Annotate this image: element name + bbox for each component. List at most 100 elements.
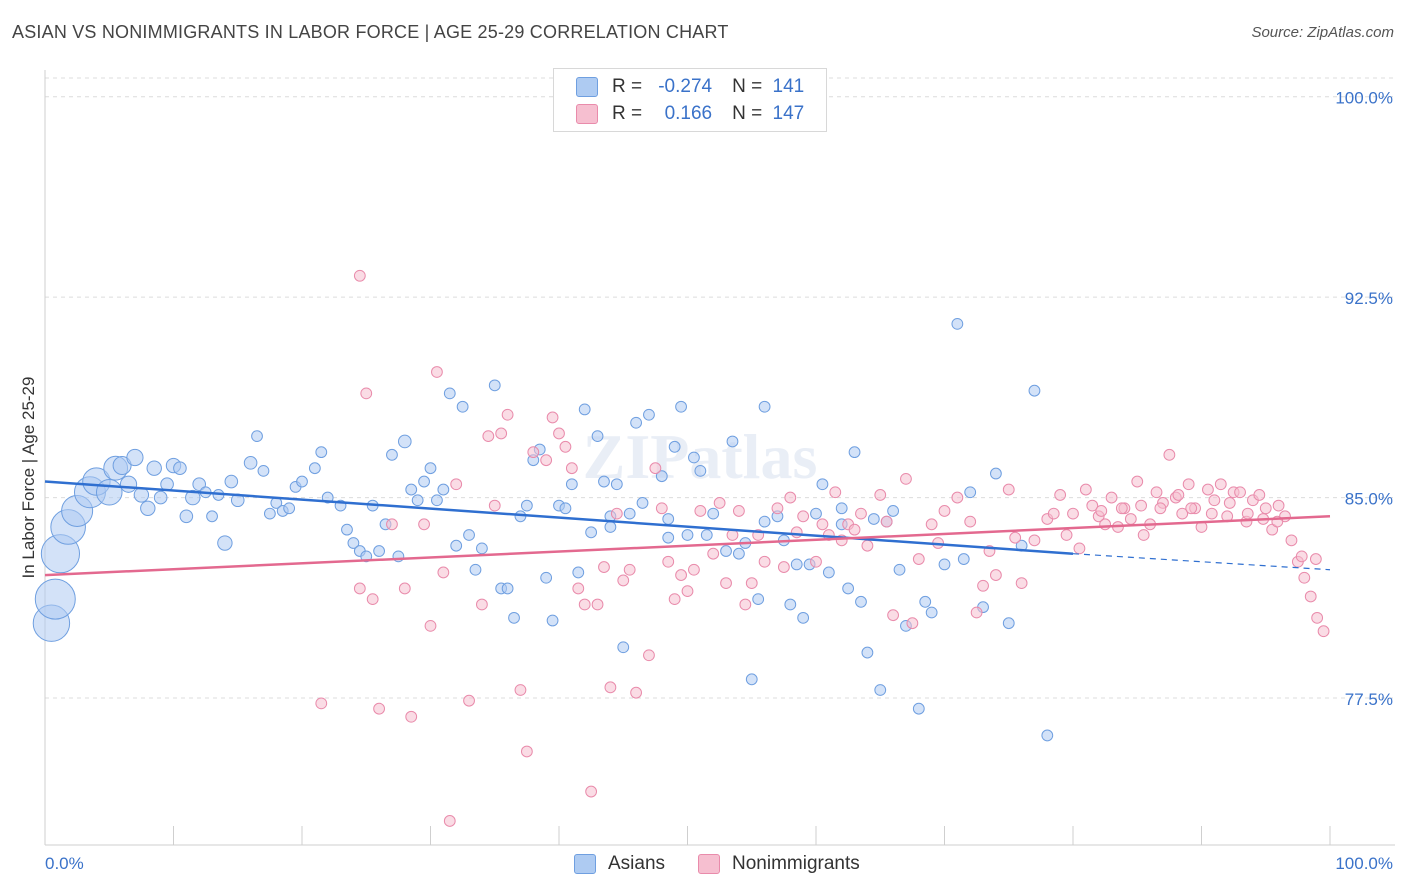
nonimmigrant-point xyxy=(630,686,642,699)
asian-point xyxy=(893,563,906,576)
legend-row-nonimmigrants: R = 0.166 N = 147 xyxy=(576,102,804,126)
nonimmigrant-point xyxy=(1135,499,1148,512)
asian-point xyxy=(456,400,469,413)
nonimmigrant-point xyxy=(1234,486,1246,499)
nonimmigrant-point xyxy=(1182,478,1195,491)
nonimmigrant-point xyxy=(1304,590,1317,603)
asian-point xyxy=(95,478,123,506)
nonimmigrant-point xyxy=(360,387,373,400)
correlation-legend: R = -0.274 N = 141 R = 0.166 N = 147 xyxy=(553,68,827,132)
nonimmigrant-point xyxy=(598,561,610,573)
source-label: Source: ZipAtlas.com xyxy=(1251,24,1394,41)
nonimmigrant-point xyxy=(488,499,501,512)
asian-point xyxy=(707,507,720,520)
asian-point xyxy=(508,611,520,624)
asian-point xyxy=(1041,729,1054,742)
nonimmigrant-point xyxy=(707,547,720,560)
y-tick-label: 100.0% xyxy=(1335,89,1393,108)
asian-point xyxy=(867,513,880,525)
nonimmigrant-point xyxy=(1105,491,1118,504)
nonimmigrant-point xyxy=(495,427,508,440)
n-label: N = xyxy=(732,76,763,97)
asian-point xyxy=(450,539,463,552)
nonimmigrant-point xyxy=(1131,475,1144,488)
asian-point xyxy=(617,641,630,654)
asian-point xyxy=(855,595,867,608)
nonimmigrant-point xyxy=(1241,507,1254,520)
asian-point xyxy=(604,521,617,533)
nonimmigrant-point xyxy=(1223,497,1236,509)
nonimmigrant-point xyxy=(1047,507,1060,520)
asian-point xyxy=(243,456,258,470)
nonimmigrant-point xyxy=(1317,625,1330,638)
asian-point xyxy=(418,475,430,488)
nonimmigrant-point xyxy=(527,446,540,459)
nonimmigrant-point xyxy=(501,408,514,421)
nonimmigrant-point xyxy=(880,515,893,528)
asian-point xyxy=(662,531,675,544)
asian-point xyxy=(463,529,475,541)
nonimmigrant-point xyxy=(1298,571,1311,584)
asian-point xyxy=(405,483,418,496)
asian-point xyxy=(912,702,925,715)
chart-title: ASIAN VS NONIMMIGRANTS IN LABOR FORCE | … xyxy=(12,22,729,42)
nonimmigrant-point xyxy=(713,497,726,509)
asian-trend-line xyxy=(44,480,1074,555)
nonimmigrant-point xyxy=(662,555,675,568)
nonimmigrant-point xyxy=(540,454,553,467)
nonimmigrant-point xyxy=(649,462,662,475)
nonimmigrant-point xyxy=(694,505,707,517)
asian-point xyxy=(848,446,861,459)
asian-point xyxy=(283,502,296,515)
r-value: -0.274 xyxy=(658,76,713,97)
asian-point xyxy=(938,558,951,571)
asian-point xyxy=(443,387,456,400)
nonimmigrant-point xyxy=(643,649,655,662)
asian-point xyxy=(565,478,578,491)
nonimmigrant-point xyxy=(482,430,495,443)
asian-point xyxy=(217,535,233,551)
nonimmigrant-point xyxy=(733,505,745,517)
nonimmigrant-point xyxy=(553,427,565,440)
nonimmigrant-point xyxy=(1185,502,1198,515)
asian-point xyxy=(585,526,598,539)
asian-point xyxy=(308,462,321,475)
series-legend: Asians Nonimmigrants xyxy=(0,851,1406,877)
asian-point xyxy=(347,537,360,549)
nonimmigrant-point xyxy=(1202,483,1214,496)
nonimmigrant-point xyxy=(463,694,475,707)
nonimmigrant-point xyxy=(1009,531,1022,544)
nonimmigrant-point xyxy=(424,619,437,632)
nonimmigrants-swatch xyxy=(576,104,598,124)
asian-point xyxy=(263,507,276,520)
nonimmigrant-point xyxy=(366,593,379,606)
asian-point xyxy=(578,403,591,416)
nonimmigrant-point xyxy=(655,502,668,515)
asian-point xyxy=(126,448,144,467)
asian-point xyxy=(990,467,1002,480)
nonimmigrant-point xyxy=(1163,448,1176,461)
nonimmigrant-point xyxy=(1172,489,1185,501)
nonimmigrant-point xyxy=(970,606,983,619)
nonimmigrant-point xyxy=(437,566,450,579)
nonimmigrant-point xyxy=(816,518,829,531)
nonimmigrant-point xyxy=(797,510,810,523)
asian-point xyxy=(700,529,713,541)
asian-point xyxy=(726,435,739,448)
asian-point xyxy=(636,497,649,509)
nonimmigrant-point xyxy=(1086,499,1099,512)
nonimmigrant-point xyxy=(450,478,463,491)
nonimmigrant-point xyxy=(623,563,636,576)
asians-swatch xyxy=(576,77,598,97)
watermark-logo: ZIPatlas xyxy=(583,421,818,492)
asian-point xyxy=(733,547,745,560)
nonimmigrant-point xyxy=(912,553,925,565)
nonimmigrant-point xyxy=(829,486,842,499)
nonimmigrant-point xyxy=(559,440,572,453)
asian-point xyxy=(752,593,765,606)
nonimmigrant-point xyxy=(681,585,694,598)
nonimmigrant-point xyxy=(617,574,630,587)
asian-point xyxy=(431,494,443,507)
nonimmigrant-point xyxy=(1285,534,1298,547)
legend-item-nonimmigrants: Nonimmigrants xyxy=(698,853,860,875)
